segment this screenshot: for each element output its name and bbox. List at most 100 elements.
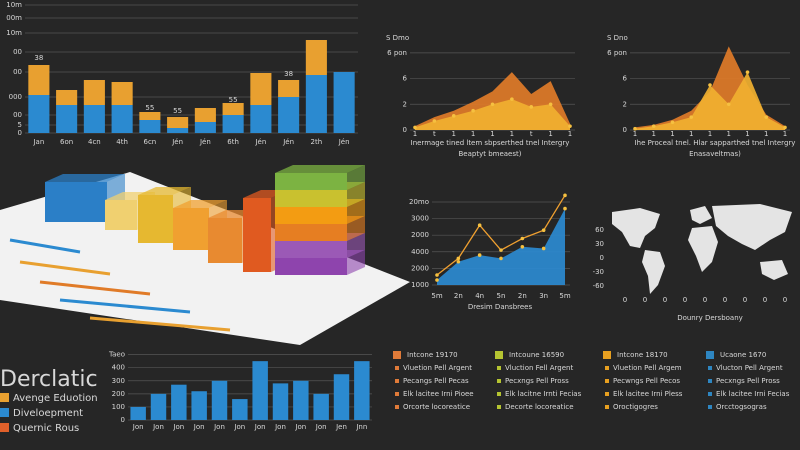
x-tick-label: 1 bbox=[413, 130, 417, 138]
y-tick-label: 10m bbox=[6, 1, 22, 9]
column-line: Pecangs Pell Pecas bbox=[403, 377, 469, 385]
bullet bbox=[708, 366, 712, 370]
sheet-stripe bbox=[19, 260, 111, 276]
bar bbox=[56, 90, 78, 105]
bar bbox=[305, 75, 327, 133]
x-tick-label: Jon bbox=[315, 423, 327, 431]
x-tick-label: 4th bbox=[116, 138, 128, 146]
bar bbox=[111, 82, 133, 105]
x-tick-label: 1 bbox=[727, 130, 731, 138]
annotation: 55 bbox=[145, 104, 154, 112]
bar bbox=[354, 361, 370, 420]
x-tick-label: 1 bbox=[452, 130, 456, 138]
x-tick-label: Jon bbox=[172, 423, 184, 431]
x-tick-label: Jon bbox=[193, 423, 205, 431]
column-swatch bbox=[603, 351, 611, 359]
bullet bbox=[395, 392, 399, 396]
bar bbox=[250, 105, 272, 133]
x-tick-label: 5m bbox=[431, 292, 442, 300]
column-line: Oroctigogres bbox=[613, 403, 658, 411]
bullet bbox=[605, 392, 609, 396]
x-tick-label: 1 bbox=[764, 130, 768, 138]
x-tick-label: 5m bbox=[559, 292, 570, 300]
lon-label: 0 bbox=[683, 296, 687, 304]
point bbox=[520, 245, 525, 249]
box-front bbox=[105, 200, 137, 230]
column-line: Decorte locoreatice bbox=[505, 403, 574, 411]
lon-label: 0 bbox=[623, 296, 627, 304]
y-tick-label: 00m bbox=[6, 14, 22, 22]
y-tick-label: 10m bbox=[6, 29, 22, 37]
legend-label: Quernic Rous bbox=[13, 423, 79, 434]
y-tick-label: 5 bbox=[18, 121, 22, 129]
bullet bbox=[497, 392, 501, 396]
x-tick-label: Jen bbox=[335, 423, 347, 431]
y-tick-label: 20mo bbox=[409, 198, 429, 206]
legend-swatch bbox=[0, 408, 9, 417]
column-line: Elk lacitne Irnti Fecias bbox=[505, 390, 582, 398]
box-front bbox=[173, 208, 209, 250]
annotation: 38 bbox=[284, 70, 293, 78]
column-line: Elk lacitee Irni Pioee bbox=[403, 390, 474, 398]
continent bbox=[612, 208, 660, 248]
sheet-stripe bbox=[89, 316, 231, 332]
x-tick-label: Jén bbox=[199, 138, 211, 146]
y-tick-label: 1000 bbox=[411, 281, 429, 289]
bar bbox=[83, 80, 105, 105]
bullet bbox=[708, 405, 712, 409]
lon-label: 0 bbox=[743, 296, 747, 304]
x-tick-label: 3n bbox=[539, 292, 548, 300]
bar bbox=[211, 380, 228, 420]
x-tick-label: 4n bbox=[475, 292, 484, 300]
column-line: Pecxngs Pell Pross bbox=[716, 377, 780, 385]
point bbox=[541, 228, 546, 232]
y-tick-label: 0 bbox=[623, 126, 627, 134]
x-tick-label: t bbox=[433, 130, 436, 138]
x-tick-label: 1 bbox=[510, 130, 514, 138]
point bbox=[490, 102, 495, 107]
chart-title: S Dmo bbox=[386, 34, 409, 42]
x-tick-label: Jon bbox=[132, 423, 144, 431]
lon-label: 0 bbox=[663, 296, 667, 304]
bar bbox=[167, 117, 189, 128]
y-tick-label: 6 pon bbox=[387, 49, 407, 57]
column-heading: Intcoune 16590 bbox=[509, 351, 564, 359]
point bbox=[477, 223, 482, 228]
lat-label: 0 bbox=[600, 254, 604, 262]
point bbox=[541, 246, 546, 251]
continent bbox=[760, 260, 788, 280]
lat-label: 60 bbox=[595, 226, 604, 234]
x-tick-label: t bbox=[530, 130, 533, 138]
y-tick-label: 00 bbox=[13, 68, 22, 76]
bar bbox=[278, 97, 300, 133]
legend-label: Diveloepment bbox=[13, 408, 83, 419]
column-heading: Intcone 19170 bbox=[407, 351, 458, 359]
bullet bbox=[395, 366, 399, 370]
box-front bbox=[243, 198, 271, 272]
point bbox=[708, 83, 712, 87]
chart-title: S Dno bbox=[607, 34, 628, 42]
annotation: 55 bbox=[229, 96, 238, 104]
point bbox=[456, 256, 461, 261]
column-heading: Ucaone 1670 bbox=[720, 351, 766, 359]
bar bbox=[171, 384, 187, 420]
map-caption: Dounry Dersboany bbox=[677, 314, 743, 322]
x-tick-label: Jnn bbox=[355, 423, 367, 431]
x-tick-label: Jon bbox=[294, 423, 306, 431]
point bbox=[651, 124, 656, 128]
bar bbox=[167, 128, 189, 133]
y-tick-label: 2 bbox=[403, 100, 407, 108]
box-top bbox=[275, 165, 365, 173]
box-front bbox=[275, 224, 347, 241]
box-front bbox=[275, 190, 347, 207]
x-tick-label: 1 bbox=[670, 130, 674, 138]
y-tick-label: 0 bbox=[403, 126, 407, 134]
x-tick-label: Jén bbox=[338, 138, 350, 146]
y-tick-label: 6 bbox=[403, 75, 408, 83]
x-tick-label: 6on bbox=[60, 138, 73, 146]
y-tick-label: 0 bbox=[121, 416, 125, 424]
bullet bbox=[708, 379, 712, 383]
box-side bbox=[347, 250, 365, 275]
column-line: Pecwngs Pell Pecos bbox=[613, 377, 680, 385]
lat-label: -30 bbox=[593, 268, 604, 276]
